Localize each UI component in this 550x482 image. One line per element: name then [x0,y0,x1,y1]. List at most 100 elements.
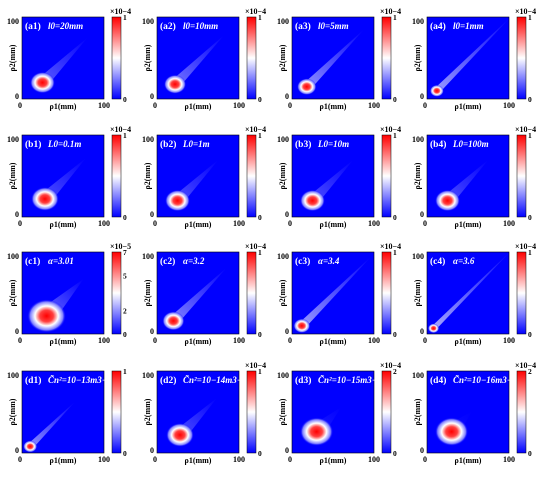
y-tick-label: 100 [277,252,289,261]
y-tick-label: 100 [7,371,19,380]
heatmap-hotspot [429,84,444,97]
plot-frame [156,370,240,454]
panel-parameter-label: α=3.2 [183,256,205,266]
y-tick-label: 0 [150,446,154,455]
y-axis-label: ρ2(mm) [8,279,17,306]
x-tick-label: 0 [423,336,427,345]
colorbar-exponent-label: ×10−4 [245,242,266,251]
colorbar-tick-label: 0 [258,449,262,458]
panel-parameter-label: L0=1m [182,139,210,149]
x-tick-label: 100 [503,101,515,110]
plot-frame [291,370,375,454]
panel: (c3) α=3.4 0 100 0 100 ρ1(mm) ρ2(mm) 0 1×10−4 [277,242,401,346]
y-tick-label: 0 [15,446,19,455]
panel: (b3) L0=10m 0 100 0 100 ρ1(mm) ρ2(mm) 0 1×10−4 [277,125,401,229]
x-tick-label: 100 [233,455,245,464]
y-axis-label: ρ2(mm) [143,44,152,71]
y-tick-label: 0 [15,210,19,219]
colorbar [516,134,527,218]
colorbar-exponent-label: ×10−4 [380,242,401,251]
panel-id-label: (a1) [25,21,41,32]
x-axis-label: ρ1(mm) [320,220,347,229]
y-tick-label: 100 [412,135,424,144]
colorbar-tick-label: 2 [393,367,397,376]
y-tick-label: 100 [7,17,19,26]
x-tick-label: 100 [98,455,110,464]
x-tick-label: 0 [153,101,157,110]
colorbar-tick-label: 1 [258,13,262,22]
colorbar-tick-label: 7 [123,248,127,257]
colorbar-exponent-label: ×10−4 [110,125,131,134]
x-tick-label: 100 [98,336,110,345]
x-axis-label: ρ1(mm) [185,456,212,465]
panel-parameter-label: α=3.6 [453,256,475,266]
colorbar-tick-label: 1 [123,367,127,376]
colorbar [381,251,392,335]
plot-frame [426,370,510,454]
x-tick-label: 100 [233,219,245,228]
colorbar [381,16,392,100]
y-tick-label: 0 [420,210,424,219]
heatmap-ridge [171,35,225,88]
heatmap-ridge [431,252,509,331]
x-tick-label: 100 [98,219,110,228]
heatmap-hotspot [166,423,194,447]
colorbar-tick-label: 1 [258,367,262,376]
panel-id-label: (c4) [430,256,445,267]
colorbar-tick-label: 0 [528,330,532,339]
panel-id-label: (a3) [295,21,311,32]
x-tick-label: 100 [233,101,245,110]
x-tick-label: 0 [288,336,292,345]
heatmap-hotspot [27,299,66,333]
colorbar [516,370,527,454]
colorbar-tick-label: 2 [123,307,127,316]
panel: (a3) l0=5mm 0 100 0 100 ρ1(mm) ρ2(mm) 0 1×10−4 [277,7,401,111]
y-tick-label: 100 [412,252,424,261]
y-tick-label: 100 [7,135,19,144]
x-tick-label: 0 [423,455,427,464]
heatmap-hotspot [300,417,334,446]
panel: (d3) C̃n²=10−15m3−α 0 100 0 100 ρ1(mm) ρ2(mm) 0 2… [277,361,401,465]
y-tick-label: 0 [15,327,19,336]
panel: (d4) C̃n²=10−16m3−α 0 100 0 100 ρ1(mm) ρ2(mm) 0 2… [412,361,536,465]
colorbar [516,251,527,335]
y-axis-label: ρ2(mm) [413,162,422,189]
panel: (b4) L0=100m 0 100 0 100 ρ1(mm) ρ2(mm) 0 1×10−4 [412,125,536,229]
panel-id-label: (a2) [160,21,176,32]
colorbar-tick-label: 0 [528,449,532,458]
panel-id-label: (d3) [295,375,311,386]
y-tick-label: 0 [15,92,19,101]
heatmap-hotspot [30,71,55,94]
colorbar-exponent-label: ×10−4 [245,7,266,16]
colorbar-tick-label: 1 [393,248,397,257]
panel-id-label: (c2) [160,256,175,267]
panel: (a1) l0=20mm 0 100 0 100 ρ1(mm) ρ2(mm) 0 1×10−4 [7,7,131,111]
x-axis-label: ρ1(mm) [185,220,212,229]
colorbar-exponent-label: ×10−4 [515,242,536,251]
panel-parameter-label: L0=0.1m [47,139,81,149]
heatmap-hotspot [293,318,311,333]
x-tick-label: 0 [18,455,22,464]
x-tick-label: 0 [18,219,22,228]
x-tick-label: 100 [503,336,515,345]
plot-frame [426,251,510,335]
panel-id-label: (d2) [160,375,176,386]
colorbar-tick-label: 1 [123,13,127,22]
panel: (d1) C̃n²=10−13m3−α 0 100 0 100 ρ1(mm) ρ2(mm) 0 1 [7,367,127,465]
colorbar-exponent-label: ×10−4 [110,7,131,16]
y-tick-label: 100 [7,252,19,261]
colorbar [516,16,527,100]
colorbar [111,370,122,454]
x-axis-label: ρ1(mm) [320,456,347,465]
panel-parameter-label: C̃n²=10−15m3−α [318,375,383,385]
panel-parameter-label: L0=100m [452,139,489,149]
panel-id-label: (c3) [295,256,310,267]
panel-id-label: (d4) [430,375,446,386]
plot-frame [156,134,240,218]
panel-id-label: (b4) [430,139,446,150]
x-axis-label: ρ1(mm) [455,102,482,111]
plot-frame [21,134,105,218]
plot-frame [21,370,105,454]
heatmap-hotspot [165,189,190,212]
colorbar [111,251,122,335]
